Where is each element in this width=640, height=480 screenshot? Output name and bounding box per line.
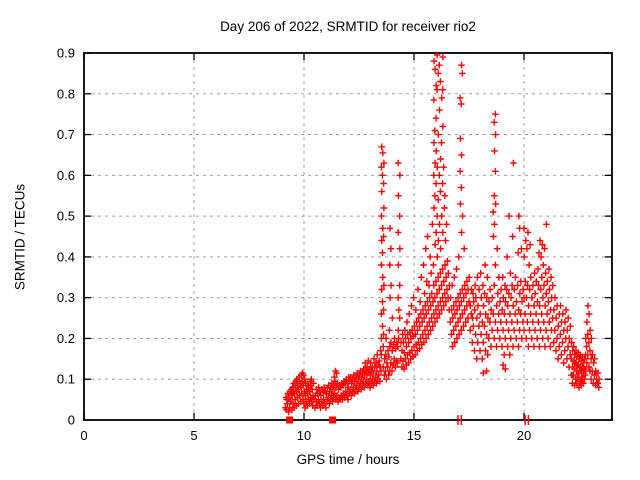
- y-tick-label: 0.4: [57, 249, 75, 264]
- y-tick-label: 0.6: [57, 168, 75, 183]
- x-tick-label: 10: [297, 428, 311, 443]
- x-tick-label: 20: [517, 428, 531, 443]
- y-tick-label: 0.7: [57, 127, 75, 142]
- y-tick-label: 0.2: [57, 331, 75, 346]
- y-tick-label: 0: [68, 413, 75, 428]
- y-tick-label: 0.8: [57, 86, 75, 101]
- y-tick-label: 0.1: [57, 372, 75, 387]
- x-axis-label: GPS time / hours: [296, 452, 400, 467]
- plot-border: [83, 52, 613, 421]
- y-tick-label: 0.9: [57, 46, 75, 61]
- y-tick-label: 0.3: [57, 290, 75, 305]
- x-tick-label: 5: [190, 428, 197, 443]
- x-tick-label: 15: [407, 428, 421, 443]
- x-tick-label: 0: [80, 428, 87, 443]
- axis-square-marker: [329, 416, 337, 424]
- axis-square-marker: [286, 416, 294, 424]
- chart-title: Day 206 of 2022, SRMTID for receiver rio…: [220, 19, 476, 34]
- data-points: [282, 51, 603, 416]
- y-tick-label: 0.5: [57, 209, 75, 224]
